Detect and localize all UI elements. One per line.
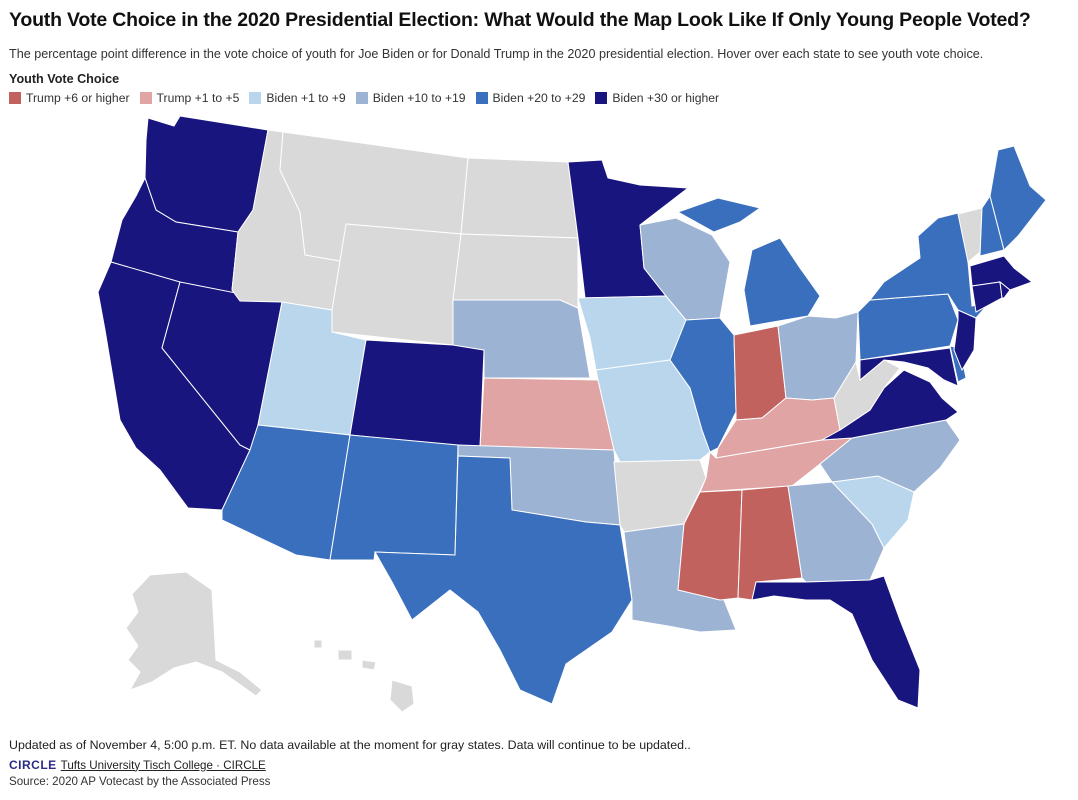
legend-label: Trump +6 or higher: [26, 91, 130, 105]
us-states-map: [97, 115, 1047, 713]
legend-item-t1: Trump +1 to +5: [139, 91, 240, 105]
state-wyoming[interactable]: [331, 223, 462, 346]
legend-label: Biden +1 to +9: [266, 91, 346, 105]
state-alaska[interactable]: [125, 571, 263, 697]
legend-title: Youth Vote Choice: [9, 72, 120, 86]
chart-subtitle: The percentage point difference in the v…: [9, 47, 984, 61]
legend-item-b10: Biden +10 to +19: [355, 91, 466, 105]
legend-swatch: [475, 92, 488, 104]
state-rhode-island[interactable]: [999, 280, 1011, 299]
state-kansas[interactable]: [479, 377, 615, 451]
legend-swatch: [355, 92, 368, 104]
legend-label: Trump +1 to +5: [156, 91, 240, 105]
state-connecticut[interactable]: [971, 281, 1003, 313]
legend-label: Biden +10 to +19: [372, 91, 466, 105]
state-maine[interactable]: [989, 145, 1047, 251]
state-north-dakota[interactable]: [460, 157, 579, 239]
footer-credit: CIRCLE Tufts University Tisch College · …: [9, 758, 266, 772]
chart-title: Youth Vote Choice in the 2020 Presidenti…: [9, 9, 1031, 31]
state-florida[interactable]: [751, 575, 921, 709]
state-maryland[interactable]: [859, 347, 959, 387]
legend-label: Biden +30 or higher: [612, 91, 720, 105]
legend-swatch: [595, 92, 608, 104]
legend-item-b30: Biden +30 or higher: [595, 91, 719, 105]
state-iowa[interactable]: [577, 295, 687, 371]
state-texas[interactable]: [374, 455, 633, 705]
credit-link[interactable]: Tufts University Tisch College · CIRCLE: [60, 758, 266, 772]
legend-item-b20: Biden +20 to +29: [475, 91, 586, 105]
legend-item-t6: Trump +6 or higher: [9, 91, 130, 105]
footer-note: Updated as of November 4, 5:00 p.m. ET. …: [9, 738, 691, 752]
state-new-mexico[interactable]: [329, 434, 459, 561]
state-colorado[interactable]: [349, 339, 485, 449]
state-nebraska[interactable]: [452, 299, 591, 379]
legend: Trump +6 or higher Trump +1 to +5 Biden +1…: [9, 91, 729, 105]
state-south-dakota[interactable]: [452, 233, 579, 309]
legend-item-b1: Biden +1 to +9: [249, 91, 346, 105]
state-west-virginia[interactable]: [833, 359, 901, 431]
source-line: Source: 2020 AP Votecast by the Associat…: [9, 775, 271, 788]
circle-logo: CIRCLE: [9, 758, 57, 772]
state-hawaii[interactable]: [313, 639, 415, 713]
state-illinois[interactable]: [669, 317, 737, 453]
legend-swatch: [139, 92, 152, 104]
legend-swatch: [249, 92, 262, 104]
legend-label: Biden +20 to +29: [492, 91, 586, 105]
state-michigan[interactable]: [676, 197, 821, 327]
legend-swatch: [9, 92, 21, 104]
